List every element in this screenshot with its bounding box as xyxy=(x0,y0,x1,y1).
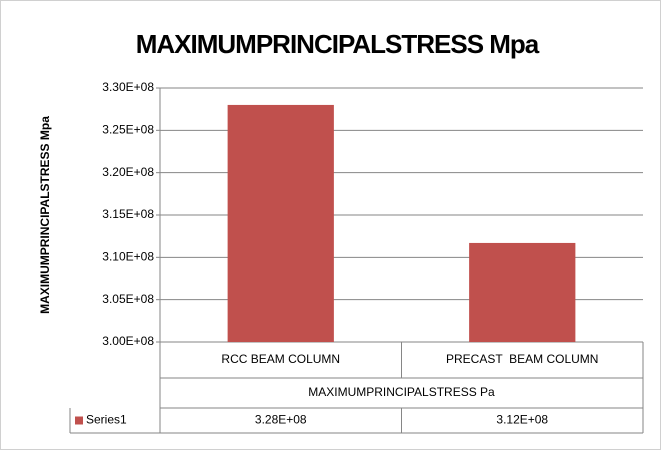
y-tick-label: 3.00E+08 xyxy=(102,334,154,348)
x-axis-label: MAXIMUMPRINCIPALSTRESS Pa xyxy=(308,385,495,399)
y-tick-label: 3.25E+08 xyxy=(102,123,154,137)
y-tick-label: 3.05E+08 xyxy=(102,292,154,306)
x-tick-label: RCC BEAM COLUMN xyxy=(221,352,340,366)
bar xyxy=(227,104,334,342)
data-label: 3.12E+08 xyxy=(496,413,548,427)
chart-title: MAXIMUMPRINCIPALSTRESS Mpa xyxy=(136,29,540,59)
y-axis-label: MAXIMUMPRINCIPALSTRESS Mpa xyxy=(38,116,52,314)
y-tick-label: 3.30E+08 xyxy=(102,80,154,94)
legend-label: Series1 xyxy=(86,413,127,427)
y-tick-label: 3.20E+08 xyxy=(102,165,154,179)
y-tick-label: 3.15E+08 xyxy=(102,207,154,221)
bar xyxy=(469,242,576,342)
data-label: 3.28E+08 xyxy=(255,413,307,427)
y-tick-label: 3.10E+08 xyxy=(102,250,154,264)
x-tick-label: PRECAST BEAM COLUMN xyxy=(446,352,598,366)
legend-swatch xyxy=(75,416,83,425)
